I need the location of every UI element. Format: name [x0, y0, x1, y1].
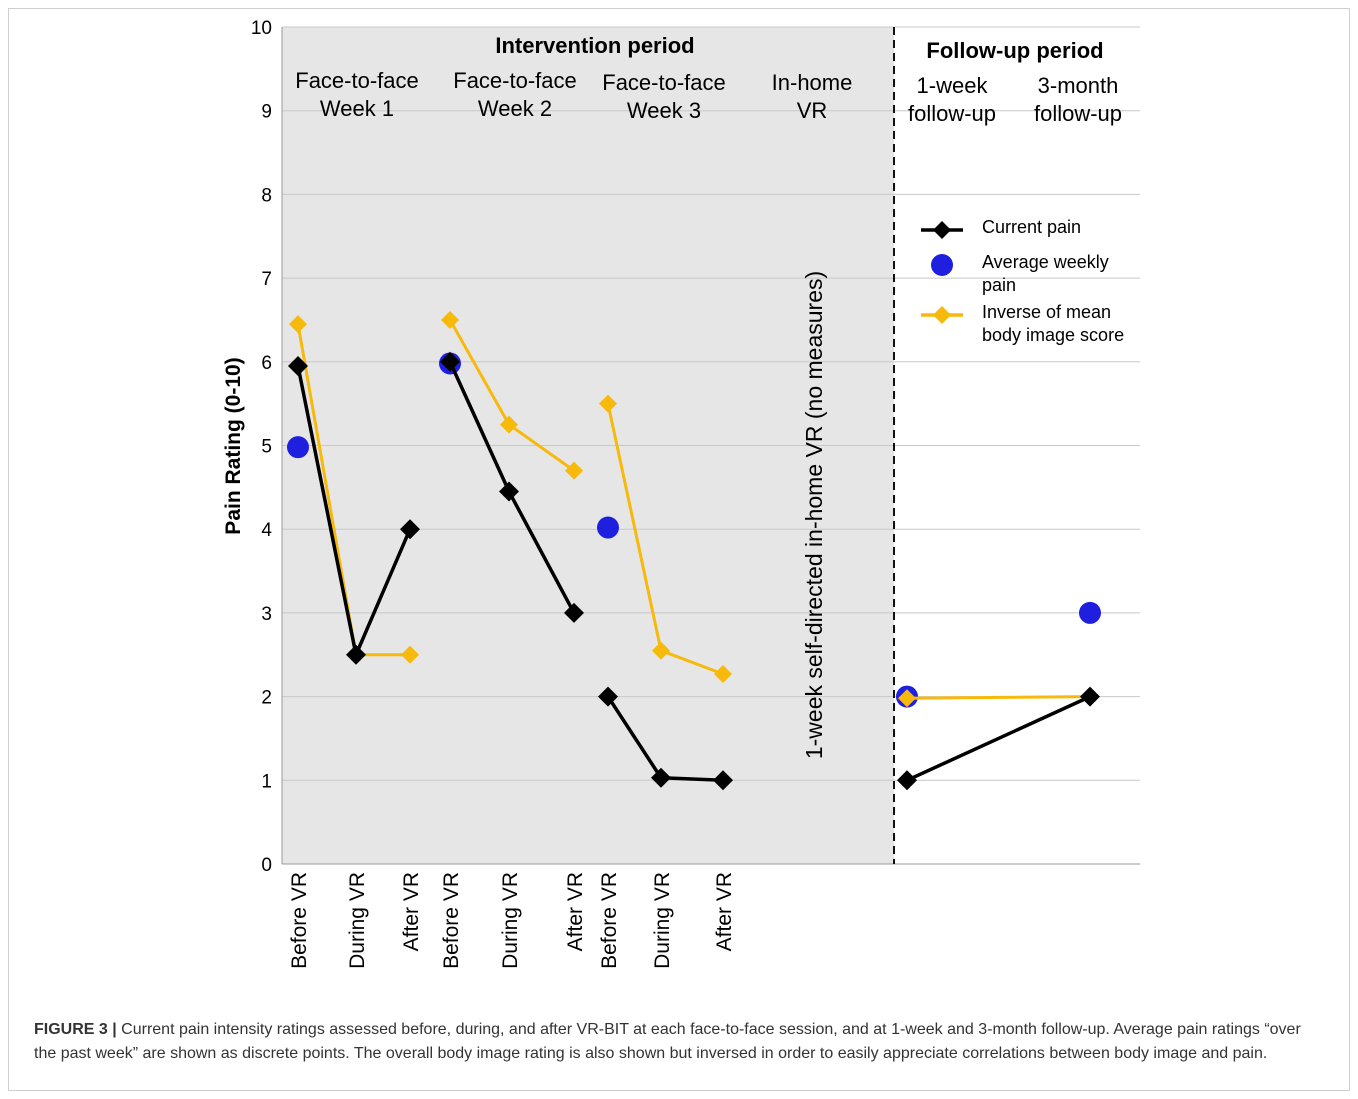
data-point-diamond	[441, 310, 459, 329]
follow-up-period-title: Follow-up period	[926, 38, 1103, 63]
data-point-diamond	[1080, 686, 1100, 707]
x-tick-label: During VR	[651, 872, 674, 969]
session-week-3-line-2: Week 3	[627, 98, 701, 123]
legend: Current pain Average weekly pain Inverse of…	[921, 217, 1124, 345]
y-tick-label: 1	[261, 771, 272, 792]
data-point-diamond	[401, 645, 419, 664]
legend-label: Average weekly	[982, 252, 1109, 272]
data-point-diamond	[713, 770, 733, 791]
session-week-1-line-2: Week 1	[320, 96, 394, 121]
series-line	[906, 695, 1091, 700]
y-axis-label: Pain Rating (0-10)	[222, 357, 245, 534]
session-week-2-line-2: Week 2	[478, 96, 552, 121]
data-point-diamond	[651, 767, 671, 788]
y-tick-label: 3	[261, 604, 272, 625]
x-tick-label: After VR	[564, 872, 587, 951]
data-point-diamond	[599, 394, 617, 413]
legend-label: Current pain	[982, 217, 1081, 237]
data-point-diamond	[652, 641, 670, 660]
x-tick-label: During VR	[346, 872, 369, 969]
data-point-diamond	[714, 665, 732, 684]
data-point-diamond	[897, 770, 917, 791]
series-layer	[287, 310, 1101, 791]
series-line	[906, 695, 1091, 782]
session-in-home-line-2: VR	[797, 98, 828, 123]
data-point-circle	[597, 516, 619, 539]
x-tick-label: After VR	[400, 872, 423, 951]
x-tick-label: Before VR	[440, 872, 463, 969]
session-header-in-home-vr: In-home VR	[772, 70, 853, 123]
session-header-3-month-follow-up: 3-month follow-up	[1034, 73, 1122, 126]
session-header-week-1: Face-to-face Week 1	[295, 68, 419, 121]
data-point-diamond	[346, 644, 366, 665]
data-point-diamond	[898, 689, 916, 708]
x-tick-label: Before VR	[288, 872, 311, 969]
y-tick-label: 8	[261, 185, 272, 206]
session-3-month-line-1: 3-month	[1038, 73, 1119, 98]
session-week-3-line-1: Face-to-face	[602, 70, 726, 95]
series-0	[288, 351, 1100, 791]
data-point-diamond	[440, 351, 460, 372]
session-header-week-3: Face-to-face Week 3	[602, 70, 726, 123]
data-point-circle	[1079, 601, 1101, 624]
legend-item: Average weekly pain	[931, 252, 1109, 295]
caption-label: FIGURE 3 |	[34, 1021, 117, 1038]
data-point-diamond	[598, 686, 618, 707]
session-week-2-line-1: Face-to-face	[453, 68, 577, 93]
y-tick-label: 0	[261, 855, 272, 876]
data-point-diamond	[565, 461, 583, 480]
legend-marker-circle	[931, 254, 953, 276]
data-point-diamond	[500, 415, 518, 434]
y-tick-label: 7	[261, 269, 272, 290]
legend-item: Current pain	[921, 217, 1081, 239]
data-point-diamond	[400, 519, 420, 540]
x-tick-label: During VR	[499, 872, 522, 969]
data-point-diamond	[564, 602, 584, 623]
y-tick-label: 4	[261, 520, 272, 541]
x-tick-labels: Before VR During VR After VR Before VR Durin…	[288, 872, 736, 969]
session-week-1-line-1: Face-to-face	[295, 68, 419, 93]
x-tick-label: After VR	[713, 872, 736, 951]
y-tick-label: 9	[261, 102, 272, 123]
figure-caption: FIGURE 3 | Current pain intensity rating…	[34, 1018, 1324, 1066]
y-tick-labels: 0 1 2 3 4 5 6 7 8 9 10	[251, 18, 273, 876]
y-tick-label: 10	[251, 18, 272, 39]
legend-item: Inverse of mean body image score	[921, 302, 1124, 345]
legend-marker-diamond	[933, 221, 951, 239]
data-point-diamond	[289, 315, 307, 334]
y-tick-label: 2	[261, 688, 272, 709]
session-header-week-2: Face-to-face Week 2	[453, 68, 577, 121]
legend-label-line-2: pain	[982, 275, 1016, 295]
session-header-1-week-follow-up: 1-week follow-up	[908, 73, 996, 126]
y-tick-label: 5	[261, 437, 272, 458]
y-tick-label: 6	[261, 353, 272, 374]
figure-frame	[8, 8, 1350, 1091]
x-tick-label: Before VR	[598, 872, 621, 969]
session-in-home-line-1: In-home	[772, 70, 853, 95]
in-home-vr-annotation: 1-week self-directed in-home VR (no meas…	[801, 271, 827, 759]
data-point-circle	[287, 436, 309, 459]
data-point-diamond	[499, 481, 519, 502]
session-1-week-line-1: 1-week	[917, 73, 989, 98]
caption-text: Current pain intensity ratings assessed …	[34, 1021, 1301, 1062]
legend-marker-diamond	[933, 306, 951, 324]
intervention-period-title: Intervention period	[495, 33, 694, 58]
session-3-month-line-2: follow-up	[1034, 101, 1122, 126]
grid-lines	[282, 26, 1140, 781]
session-1-week-line-2: follow-up	[908, 101, 996, 126]
legend-label: Inverse of mean	[982, 302, 1111, 322]
data-point-diamond	[288, 355, 308, 376]
legend-label-line-2: body image score	[982, 325, 1124, 345]
